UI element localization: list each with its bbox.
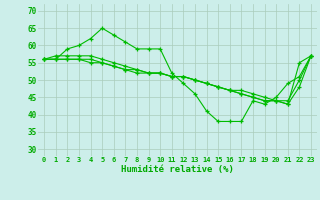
- X-axis label: Humidité relative (%): Humidité relative (%): [121, 165, 234, 174]
